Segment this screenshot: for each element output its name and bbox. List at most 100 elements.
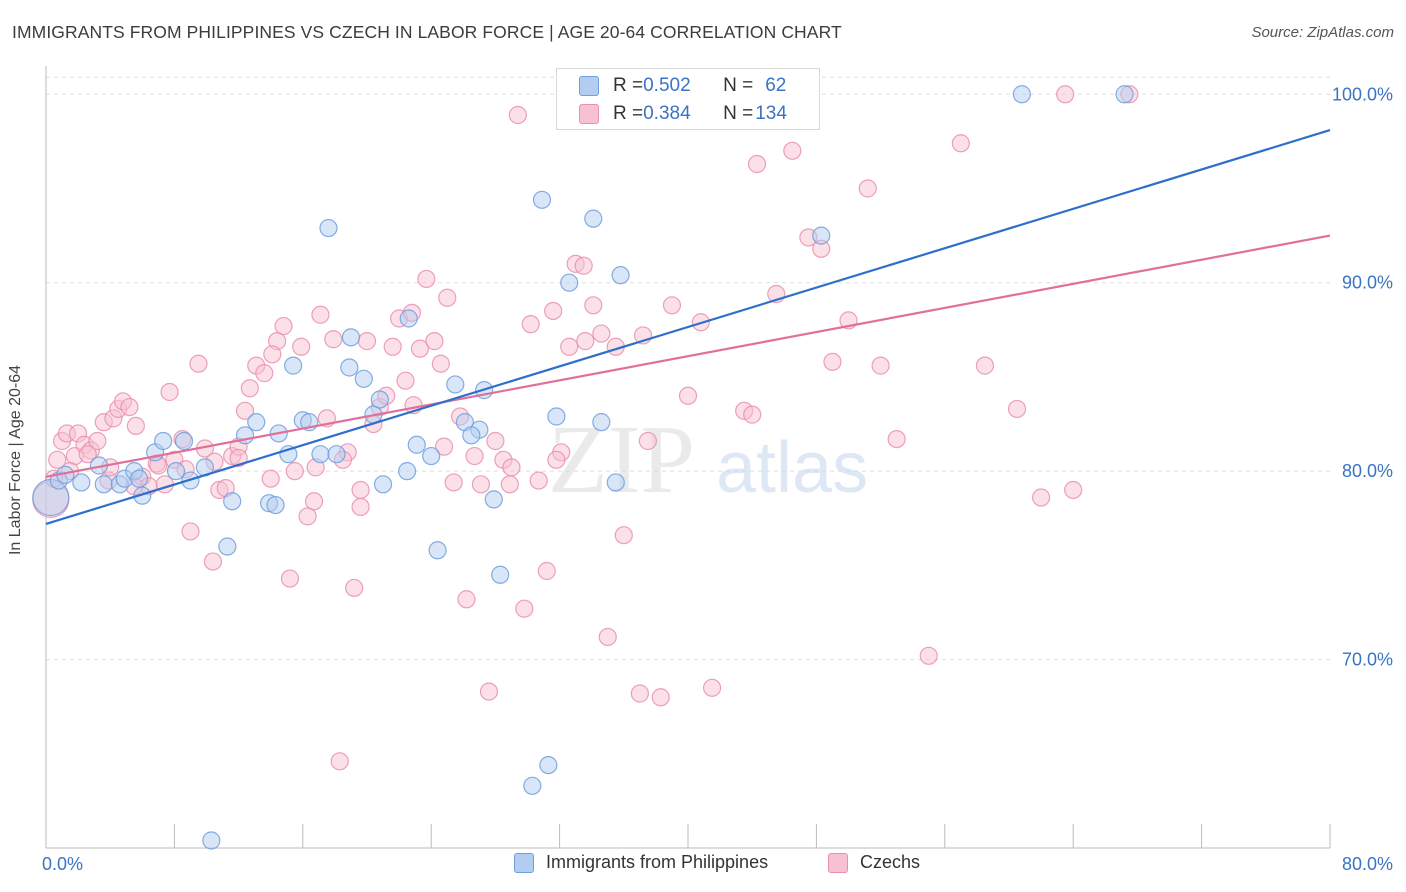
czechs-point: [240, 379, 259, 398]
philippines-point: [399, 309, 418, 328]
czechs-point: [425, 332, 444, 351]
y-tick-label-70: 70.0%: [1342, 650, 1393, 670]
czechs-point: [576, 332, 595, 351]
philippines-point: [202, 831, 221, 850]
czechs-point: [662, 296, 682, 315]
czechs-point: [203, 552, 223, 571]
czechs-point: [858, 179, 877, 198]
legend-swatch-blue: [514, 852, 534, 873]
czechs-point: [324, 330, 343, 349]
czechs-point: [560, 337, 579, 356]
legend-series: Immigrants from Philippines Czechs: [0, 852, 1406, 878]
czechs-point: [292, 337, 311, 356]
czechs-point: [783, 141, 802, 160]
legend-n-label: N =: [723, 75, 754, 96]
czechs-point: [678, 386, 698, 405]
czechs-point: [502, 458, 521, 477]
legend-r-value: 0.502: [643, 75, 691, 96]
czechs-point: [500, 475, 519, 494]
czechs-point: [871, 356, 890, 375]
y-tick-label-80: 80.0%: [1342, 461, 1393, 481]
czechs-point: [598, 627, 617, 647]
philippines-point: [354, 369, 373, 388]
czechs-point: [547, 450, 566, 469]
czechs-point: [537, 561, 556, 581]
czechs-point: [887, 429, 906, 449]
czechs-point: [351, 497, 370, 517]
legend-r-label: R =: [613, 103, 644, 124]
czechs-point: [351, 480, 370, 500]
czechs-point: [1064, 480, 1083, 500]
philippines-point: [812, 226, 831, 245]
x-tick-label-max: 80.0%: [1342, 854, 1393, 874]
czechs-point: [1031, 488, 1051, 507]
tick-labels: 70.0% 80.0% 90.0% 100.0% 0.0% 80.0%: [42, 84, 1393, 874]
legend-label-czechs: Czechs: [860, 852, 921, 872]
legend-r-value: 0.384: [643, 103, 691, 124]
czechs-point: [120, 397, 139, 417]
czechs-point: [417, 269, 436, 289]
czechs-point: [1007, 399, 1027, 419]
philippines-point: [166, 462, 186, 481]
legend-n-label: N =: [723, 103, 754, 124]
watermark-atlas: atlas: [716, 428, 868, 508]
philippines-point: [592, 413, 611, 432]
czechs-point: [544, 301, 563, 321]
philippines-point: [407, 435, 426, 454]
philippines-point: [247, 413, 266, 432]
czechs-point: [263, 345, 282, 364]
y-tick-label-90: 90.0%: [1342, 273, 1393, 293]
source-label: Source: ZipAtlas.com: [1251, 24, 1394, 41]
czechs-point: [702, 678, 722, 697]
czechs-point: [345, 578, 364, 598]
czechs-point: [434, 437, 454, 456]
philippines-point: [72, 473, 91, 492]
chart-title: IMMIGRANTS FROM PHILIPPINES VS CZECH IN …: [12, 22, 842, 42]
czechs-point: [747, 154, 767, 174]
czechs-point: [515, 599, 534, 618]
philippines-point: [340, 358, 359, 377]
czechs-point: [285, 462, 304, 481]
philippines-point: [611, 266, 630, 285]
x-tick-label-min: 0.0%: [42, 854, 83, 874]
czechs-point: [444, 473, 463, 492]
philippines-point: [319, 218, 338, 238]
legend-n-value: 62: [765, 75, 787, 96]
philippines-point: [370, 390, 389, 409]
czechs-point: [438, 288, 457, 307]
philippines-point: [266, 495, 285, 515]
czechs-point: [471, 475, 491, 494]
czechs-point: [255, 364, 274, 383]
philippines-point: [584, 209, 603, 228]
philippines-point: [428, 541, 447, 560]
czechs-point: [274, 316, 293, 336]
philippines-point: [174, 431, 194, 451]
czechs-point: [651, 688, 670, 707]
czechs-point: [88, 431, 107, 451]
philippines-point: [606, 473, 625, 492]
czechs-point: [48, 450, 67, 469]
philippines-point: [446, 375, 465, 394]
philippines-trend-line: [45, 129, 1331, 525]
czechs-point: [823, 352, 842, 371]
legend-item-philippines: Immigrants from Philippines: [514, 852, 768, 873]
philippines-point: [129, 469, 149, 488]
czechs-trend-line: [45, 234, 1331, 478]
legend-swatch-pink: [579, 104, 599, 124]
philippines-point: [154, 431, 173, 451]
czechs-point: [465, 446, 484, 466]
legend-n-value: 134: [755, 103, 787, 124]
czechs-point: [229, 448, 248, 468]
czechs-point: [457, 590, 476, 609]
philippines-points: [32, 85, 1134, 850]
czechs-point: [235, 401, 255, 420]
czechs-point: [261, 469, 280, 488]
czechs-point: [743, 405, 762, 424]
czechs-point: [1056, 85, 1075, 104]
trend-lines: [45, 129, 1331, 525]
czechs-point: [638, 431, 657, 451]
czechs-point: [479, 682, 499, 701]
grid-lines: [46, 76, 1330, 661]
czechs-point: [280, 569, 300, 588]
philippines-point: [523, 776, 542, 795]
